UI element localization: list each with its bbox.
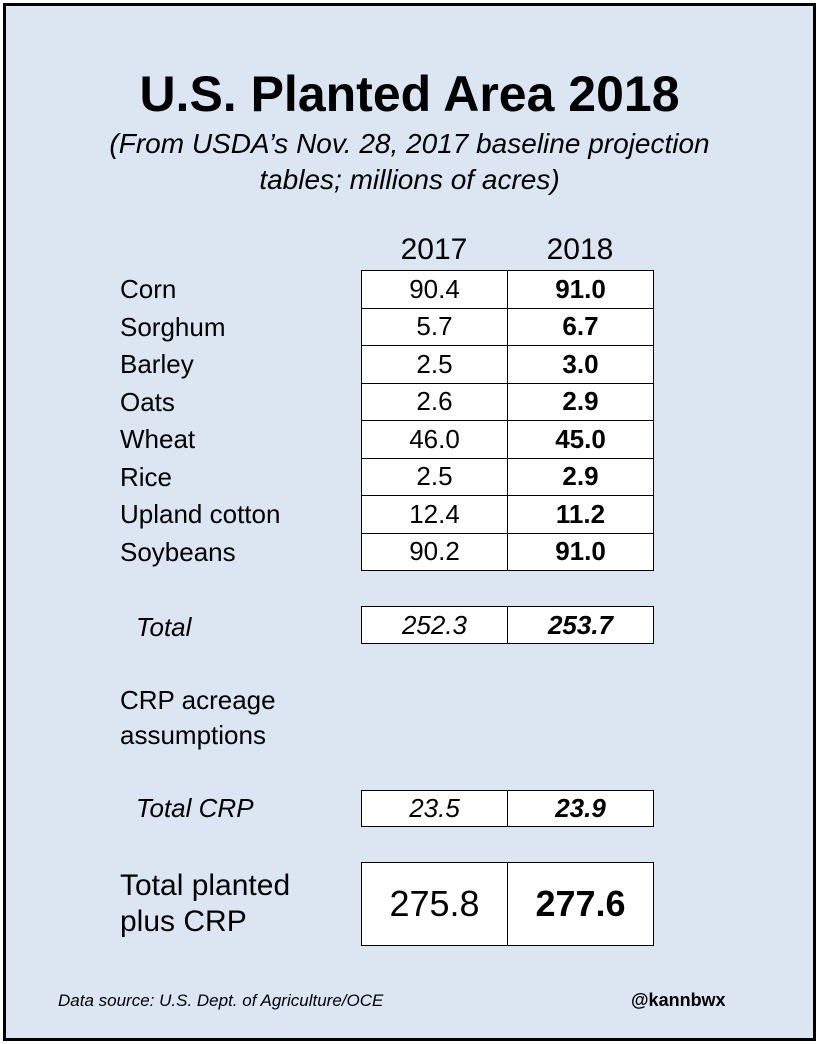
chart-subtitle: (From USDA’s Nov. 28, 2017 baseline proj…: [109, 128, 710, 195]
author-handle: @kannbwx: [631, 990, 726, 1010]
cell-barley-2018: 3.0: [507, 345, 654, 384]
total-2018-cell: 253.7: [507, 606, 654, 644]
cell-sorghum-2018: 6.7: [507, 307, 654, 346]
row-label-upland-cotton: Upland cotton: [120, 499, 281, 529]
total-planted-plus-crp-2018-cell: 277.6: [507, 862, 654, 946]
cell-upland-cotton-2017: 12.4: [361, 495, 508, 534]
column-header-2017: 2017: [400, 233, 468, 266]
cell-upland-cotton-2018: 11.2: [507, 495, 654, 534]
cell-rice-2018: 2.9: [507, 457, 654, 496]
total-2017-cell: 252.3: [361, 606, 508, 644]
cell-soybeans-2018: 91.0: [507, 532, 654, 571]
total-crp-label: Total CRP: [136, 793, 254, 823]
cell-barley-2017: 2.5: [361, 345, 508, 384]
row-label-sorghum: Sorghum: [120, 311, 226, 342]
cell-oats-2018: 2.9: [507, 382, 654, 421]
cell-rice-2017: 2.5: [361, 457, 508, 496]
chart-frame: U.S. Planted Area 2018 (From USDA’s Nov.…: [3, 3, 816, 1041]
cell-corn-2017: 90.4: [361, 270, 508, 309]
row-label-wheat: Wheat: [120, 424, 196, 454]
column-header-2018: 2018: [546, 233, 614, 266]
chart-title: U.S. Planted Area 2018: [139, 66, 680, 122]
row-label-rice: Rice: [120, 461, 173, 492]
cell-oats-2017: 2.6: [361, 382, 508, 421]
row-label-corn: Corn: [120, 274, 177, 304]
row-label-soybeans: Soybeans: [120, 536, 236, 567]
row-label-barley: Barley: [120, 349, 194, 379]
total-crp-2017-cell: 23.5: [361, 790, 508, 827]
total-planted-plus-crp-2017-cell: 275.8: [361, 862, 508, 946]
data-source-note: Data source: U.S. Dept. of Agriculture/O…: [58, 991, 384, 1010]
cell-wheat-2017: 46.0: [361, 420, 508, 459]
cell-wheat-2018: 45.0: [507, 420, 654, 459]
cell-soybeans-2017: 90.2: [361, 532, 508, 571]
total-planted-plus-crp-label: Total planted plus CRP: [120, 869, 291, 938]
total-label: Total: [136, 612, 192, 642]
crp-section-label: CRP acreage assumptions: [120, 685, 276, 750]
total-crp-2018-cell: 23.9: [507, 790, 654, 827]
cell-sorghum-2017: 5.7: [361, 307, 508, 346]
cell-corn-2018: 91.0: [507, 270, 654, 309]
row-label-oats: Oats: [120, 386, 175, 417]
